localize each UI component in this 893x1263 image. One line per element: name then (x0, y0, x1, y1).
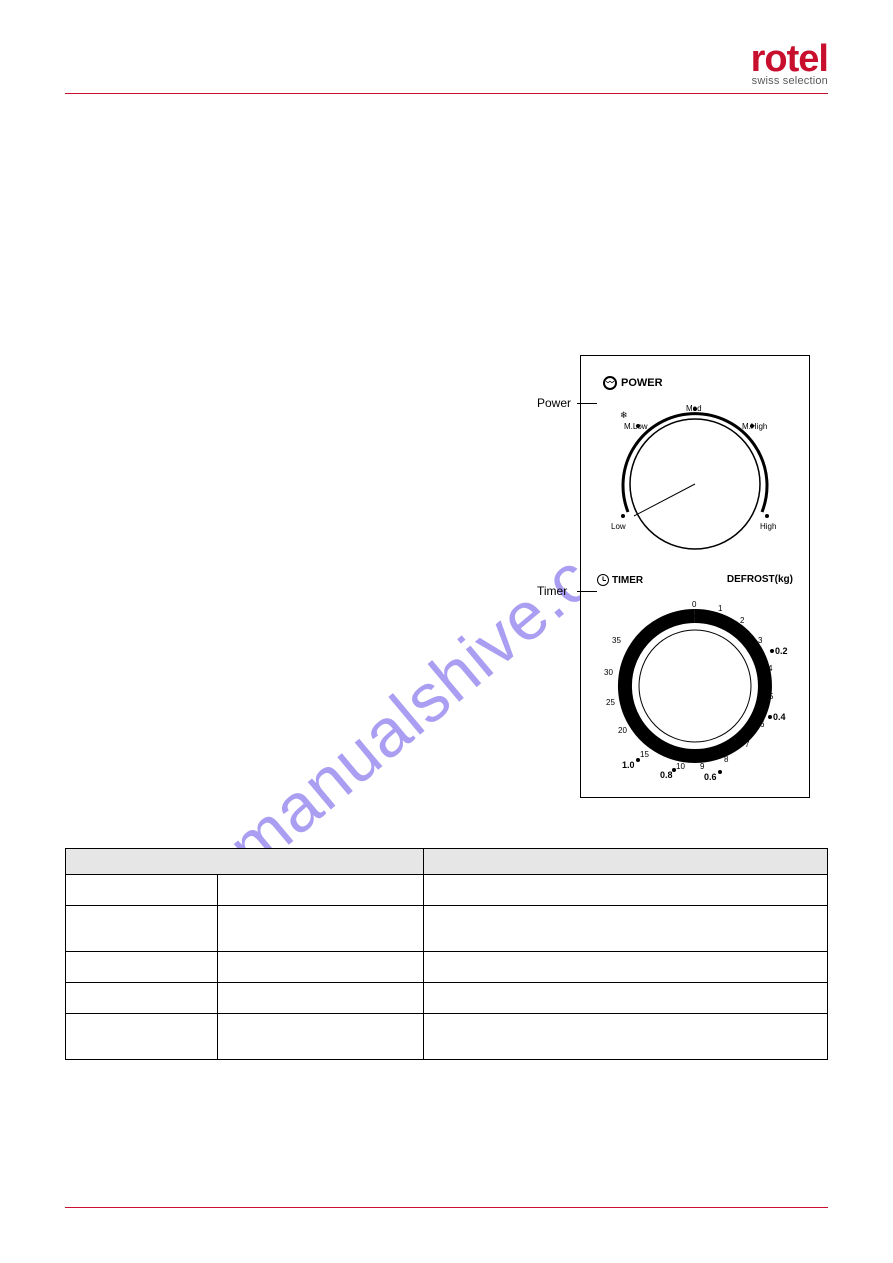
table-row (66, 983, 828, 1014)
table-cell (424, 906, 828, 952)
timer-tick-1: 1 (718, 604, 722, 613)
power-callout-label: Power (537, 396, 571, 410)
brand-tagline: swiss selection (751, 76, 828, 87)
page-header: rotel swiss selection (65, 40, 828, 94)
table-cell (424, 875, 828, 906)
settings-table-element (65, 848, 828, 1060)
table-cell (66, 1014, 218, 1060)
timer-header-left: TIMER (597, 574, 643, 586)
timer-tick-10: 10 (676, 762, 685, 771)
table-cell (66, 983, 218, 1014)
table-row (66, 875, 828, 906)
table-cell (66, 875, 218, 906)
table-cell (66, 906, 218, 952)
power-tick-mhigh: M.High (742, 422, 767, 431)
defrost-dot (768, 715, 772, 719)
timer-knob-group: Timer TIMER DEFROST(kg) 0 (595, 574, 795, 775)
timer-tick-8: 8 (724, 755, 728, 764)
table-header-cell (424, 849, 828, 875)
table-row (66, 1014, 828, 1060)
defrost-dot (672, 768, 676, 772)
defrost-dot (636, 758, 640, 762)
page-root: rotel swiss selection manualshive.com Po… (0, 0, 893, 1263)
timer-tick-15: 15 (640, 750, 649, 759)
defrost-label-04: 0.4 (773, 712, 786, 722)
timer-tick-35: 35 (612, 636, 621, 645)
power-tick-med: Med (686, 404, 702, 413)
power-tick-high: High (760, 522, 776, 531)
timer-tick-0: 0 (692, 600, 696, 609)
table-cell (424, 952, 828, 983)
brand-logo: rotel swiss selection (751, 40, 828, 87)
table-cell (424, 1014, 828, 1060)
table-cell (218, 1014, 424, 1060)
timer-tick-2: 2 (740, 616, 744, 625)
table-cell (218, 983, 424, 1014)
microwave-icon: 〰 (603, 376, 617, 390)
brand-name: rotel (751, 40, 828, 78)
defrost-label-06: 0.6 (704, 772, 717, 782)
table-header-cell (66, 849, 424, 875)
timer-tick-5: 5 (769, 692, 773, 701)
power-tick-low: Low (611, 522, 626, 531)
power-knob-group: Power 〰 POWER (595, 376, 795, 556)
power-dial: ❄ Low M.Low Med M.High High (610, 396, 780, 556)
timer-callout-label: Timer (537, 584, 567, 598)
table-header-row (66, 849, 828, 875)
power-header: 〰 POWER (603, 376, 795, 390)
timer-tick-4: 4 (768, 664, 772, 673)
timer-tick-20: 20 (618, 726, 627, 735)
control-panel-diagram: Power 〰 POWER (520, 355, 840, 798)
table-cell (66, 952, 218, 983)
defrost-label-10: 1.0 (622, 760, 635, 770)
defrost-snowflake-icon: ❄ (620, 410, 628, 421)
timer-tick-6: 6 (760, 720, 764, 729)
defrost-label-08: 0.8 (660, 770, 673, 780)
table-cell (424, 983, 828, 1014)
panel-frame: Power 〰 POWER (580, 355, 810, 798)
table-cell (218, 875, 424, 906)
timer-dial: 0 1 2 3 4 5 6 7 8 9 10 15 20 25 30 35 (600, 590, 790, 775)
defrost-dot (718, 770, 722, 774)
power-tick-mlow: M.Low (624, 422, 648, 431)
timer-tick-30: 30 (604, 668, 613, 677)
power-dial-svg (610, 396, 780, 556)
defrost-header-text: DEFROST(kg) (727, 574, 793, 586)
table-cell (218, 906, 424, 952)
clock-icon (597, 574, 609, 586)
timer-tick-3: 3 (758, 636, 762, 645)
defrost-dot (770, 649, 774, 653)
timer-header: TIMER DEFROST(kg) (595, 574, 795, 586)
timer-tick-25: 25 (606, 698, 615, 707)
table-cell (218, 952, 424, 983)
microwave-icon-glyph: 〰 (606, 379, 614, 387)
table-row (66, 952, 828, 983)
footer-rule (65, 1207, 828, 1208)
settings-table (65, 848, 828, 1060)
power-lead-line (577, 403, 597, 404)
timer-tick-7: 7 (745, 740, 749, 749)
timer-lead-line (577, 591, 597, 592)
defrost-label-02: 0.2 (775, 646, 788, 656)
timer-header-text: TIMER (612, 575, 643, 586)
power-header-text: POWER (621, 377, 663, 389)
table-row (66, 906, 828, 952)
timer-tick-9: 9 (700, 762, 704, 771)
timer-dial-svg (600, 590, 790, 780)
